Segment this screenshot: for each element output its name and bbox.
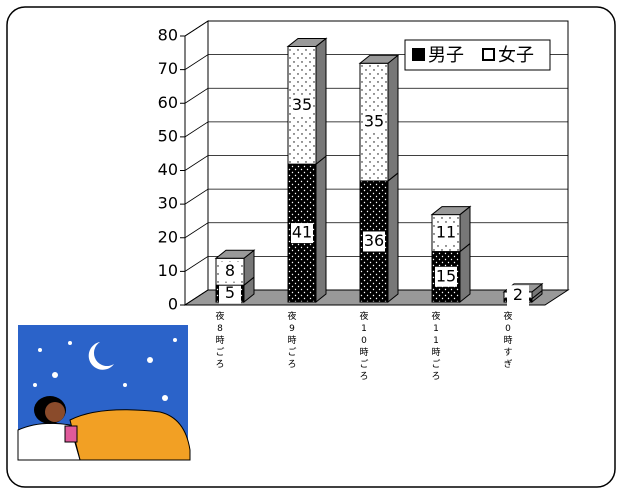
- value-label: 36: [364, 231, 384, 250]
- y-tick-label: 30: [158, 194, 178, 213]
- y-tick-label: 80: [158, 26, 178, 45]
- value-label: 41: [292, 223, 312, 242]
- x-tick-label: 夜 8 時ごろ: [215, 310, 224, 370]
- bar-top: [358, 54, 400, 64]
- bar-side: [315, 155, 327, 304]
- value-label: 2: [513, 285, 523, 304]
- bar-side: [459, 242, 471, 304]
- y-tick-label: 20: [158, 227, 178, 246]
- value-label: 35: [292, 95, 312, 114]
- value-label: 8: [225, 261, 235, 280]
- grid-line: [184, 155, 568, 171]
- bar-top: [430, 206, 472, 216]
- grid-line: [184, 188, 568, 205]
- x-tick-label: 夜 1 1 時ごろ: [431, 310, 440, 382]
- value-label: 35: [364, 112, 384, 131]
- value-label-box: [219, 283, 241, 304]
- x-tick-label: 夜 1 0 時ごろ: [359, 310, 368, 382]
- value-label: 11: [436, 223, 456, 242]
- value-label-box: [435, 266, 457, 287]
- legend-marker: [482, 48, 495, 61]
- x-tick-label: 夜 0 時すぎ: [503, 310, 512, 370]
- bar-top: [214, 249, 256, 259]
- legend-label: 女子: [498, 45, 534, 66]
- legend-label: 男子: [428, 45, 464, 66]
- bar-top: [286, 37, 328, 47]
- grid-line: [184, 87, 568, 104]
- value-label-box: [219, 261, 241, 282]
- y-tick-label: 50: [158, 126, 178, 145]
- bar-side: [315, 37, 327, 166]
- value-label-box: [507, 285, 529, 306]
- value-label: 15: [436, 266, 456, 285]
- value-label-box: [435, 223, 457, 244]
- grid-line: [184, 20, 568, 37]
- value-label-box: [291, 95, 313, 116]
- grid-line: [184, 121, 568, 138]
- y-tick-label: 0: [168, 295, 178, 314]
- y-tick-label: 10: [158, 261, 178, 280]
- bar-side: [387, 54, 399, 182]
- bar-side: [387, 171, 399, 304]
- value-label-box: [363, 231, 385, 252]
- y-tick-label: 40: [158, 160, 178, 179]
- illustration: [17, 325, 191, 461]
- value-label-box: [363, 112, 385, 133]
- value-label: 5: [225, 283, 235, 302]
- legend-marker: [412, 48, 425, 61]
- y-tick-label: 60: [158, 93, 178, 112]
- x-tick-label: 夜 9 時ごろ: [287, 310, 296, 370]
- value-label-box: [291, 223, 313, 244]
- legend-box: [404, 39, 551, 71]
- y-tick-label: 70: [158, 59, 178, 78]
- plot: 0 10 20 30 40 50 60 70 80 5 8 夜 8 時ごろ 41 35 夜 9 時ごろ 36 35 夜 1 0…: [158, 20, 570, 382]
